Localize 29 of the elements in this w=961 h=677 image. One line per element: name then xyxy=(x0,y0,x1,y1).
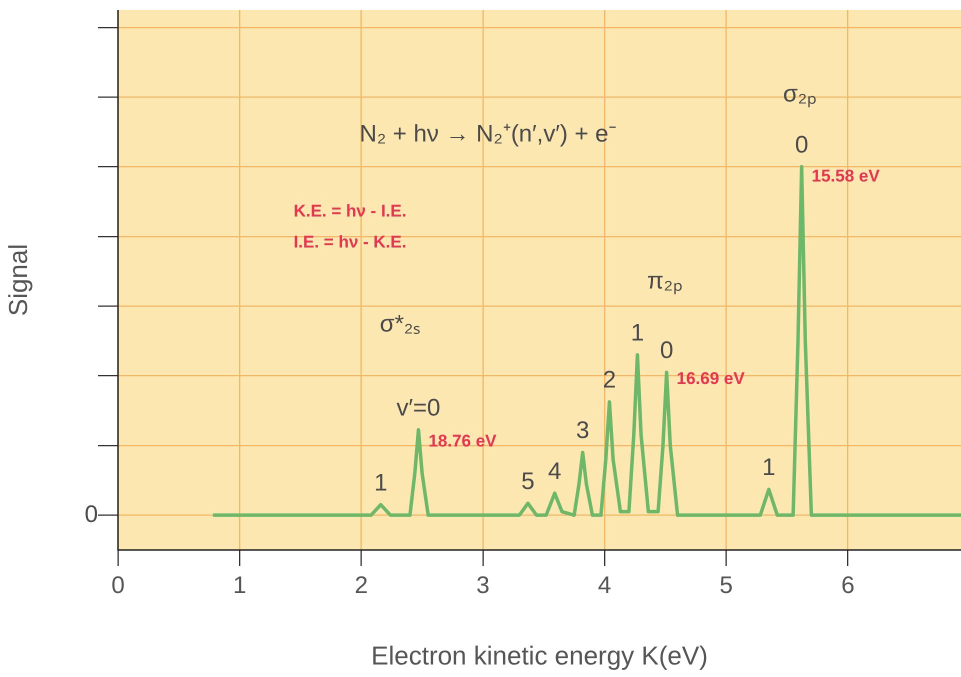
annotation: 16.69 eV xyxy=(676,369,746,388)
x-tick-label: 5 xyxy=(720,572,733,600)
x-tick-label: 3 xyxy=(476,572,490,600)
annotation: 0 xyxy=(794,131,808,158)
y-axis-title: Signal xyxy=(2,244,33,316)
x-tick-label: 2 xyxy=(354,572,368,600)
text: N₂ + hν → N₂⁺(n′,v′) + e⁻ xyxy=(359,120,617,148)
annotation: σ*₂ₛ xyxy=(380,310,420,338)
annotation: 15.58 eV xyxy=(812,166,880,186)
annotation: 1 xyxy=(762,454,776,482)
annotation: v′=0 xyxy=(396,394,440,422)
x-tick-label: 1 xyxy=(232,572,246,600)
x-tick-label: 4 xyxy=(598,572,612,600)
annotation: 3 xyxy=(576,417,590,444)
text: σ₂ₚ xyxy=(782,80,818,108)
annotation: 0 xyxy=(660,336,674,364)
annotation: 18.76 eV xyxy=(428,431,498,450)
x-tick-label: 6 xyxy=(841,572,855,600)
x-tick-label: 0 xyxy=(111,572,125,600)
text: 0 xyxy=(84,500,98,528)
x-axis-title: Electron kinetic energy K(eV) xyxy=(371,640,708,671)
annotation: 2 xyxy=(602,366,616,394)
annotation: K.E. = hν - I.E. xyxy=(294,202,406,221)
annotation: I.E. = hν - K.E. xyxy=(294,232,406,252)
annotation: π₂ₚ xyxy=(647,268,683,295)
annotation: 5 xyxy=(521,468,535,495)
annotation: 1 xyxy=(630,320,644,347)
annotation: 1 xyxy=(374,469,388,496)
annotation: 4 xyxy=(548,458,562,485)
